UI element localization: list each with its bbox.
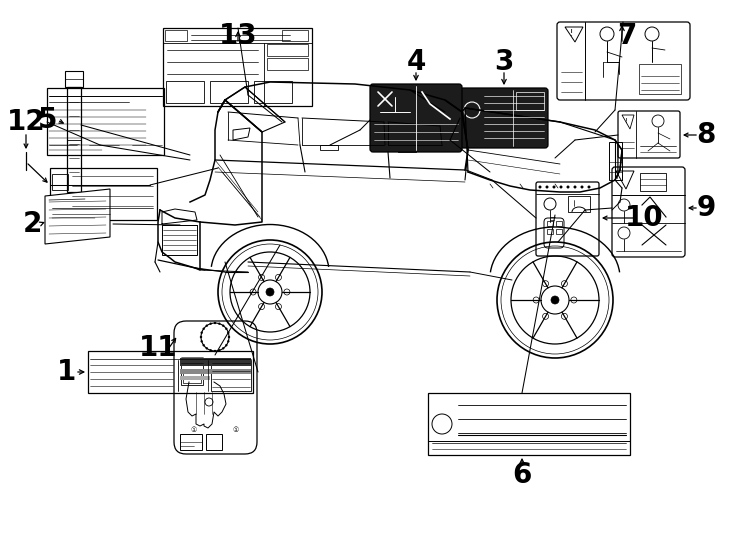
Circle shape <box>218 349 220 352</box>
Bar <box>180 376 210 380</box>
Bar <box>47 88 164 155</box>
Text: 8: 8 <box>697 121 716 149</box>
Text: ①: ① <box>233 427 239 433</box>
Circle shape <box>258 303 264 309</box>
Text: 9: 9 <box>697 194 716 222</box>
Circle shape <box>562 281 567 287</box>
Circle shape <box>587 186 590 188</box>
Bar <box>183 369 201 383</box>
Polygon shape <box>45 189 110 244</box>
Bar <box>428 393 630 455</box>
Bar <box>50 168 157 220</box>
Text: 1: 1 <box>57 358 76 386</box>
Text: 4: 4 <box>407 48 426 76</box>
Bar <box>547 221 553 226</box>
Circle shape <box>218 322 220 325</box>
Bar <box>162 225 197 255</box>
Bar <box>206 434 222 450</box>
Bar <box>67 87 81 192</box>
Bar <box>180 434 202 450</box>
Text: 5: 5 <box>38 106 58 134</box>
Bar <box>609 142 622 180</box>
Bar <box>556 229 562 234</box>
Bar <box>165 30 187 41</box>
Bar <box>180 369 251 374</box>
Bar <box>166 81 204 103</box>
Circle shape <box>214 350 217 352</box>
Bar <box>640 173 666 191</box>
Bar <box>639 64 681 94</box>
Circle shape <box>545 186 548 188</box>
Circle shape <box>206 325 208 327</box>
Text: ①: ① <box>191 427 197 433</box>
FancyBboxPatch shape <box>460 88 548 148</box>
Bar <box>398 147 416 152</box>
Circle shape <box>200 332 203 334</box>
Circle shape <box>222 325 225 327</box>
Circle shape <box>228 336 230 338</box>
Circle shape <box>222 347 225 349</box>
Circle shape <box>258 274 264 280</box>
Circle shape <box>284 289 290 295</box>
Text: !: ! <box>620 176 623 182</box>
Text: 11: 11 <box>139 334 177 362</box>
Text: 7: 7 <box>617 22 636 50</box>
Bar <box>52 174 68 190</box>
Circle shape <box>542 281 548 287</box>
Text: 12: 12 <box>7 108 46 136</box>
Bar <box>320 145 338 150</box>
Circle shape <box>203 344 205 347</box>
Bar <box>267 44 308 56</box>
Circle shape <box>581 186 584 188</box>
Bar <box>88 351 253 393</box>
Circle shape <box>266 288 274 296</box>
Circle shape <box>562 313 567 319</box>
Bar <box>181 365 203 385</box>
Text: !: ! <box>570 30 573 38</box>
Bar <box>516 92 544 110</box>
Circle shape <box>200 340 203 342</box>
Bar <box>210 81 248 103</box>
Bar <box>211 360 251 391</box>
Text: 2: 2 <box>22 210 42 238</box>
Circle shape <box>553 186 556 188</box>
Text: !: ! <box>625 118 628 124</box>
Polygon shape <box>233 128 250 140</box>
Bar <box>65 71 83 87</box>
Circle shape <box>203 328 205 330</box>
Circle shape <box>209 322 212 325</box>
Circle shape <box>571 297 577 303</box>
Circle shape <box>225 328 228 330</box>
Circle shape <box>542 313 548 319</box>
Text: 10: 10 <box>625 204 664 232</box>
Bar <box>556 221 562 226</box>
Circle shape <box>214 322 217 324</box>
Circle shape <box>250 289 256 295</box>
Bar <box>568 196 590 212</box>
Circle shape <box>573 186 576 188</box>
Bar <box>163 28 312 106</box>
Circle shape <box>227 340 230 342</box>
Circle shape <box>275 274 281 280</box>
Circle shape <box>551 296 559 304</box>
Circle shape <box>227 332 230 334</box>
Circle shape <box>225 344 228 347</box>
Circle shape <box>206 347 208 349</box>
Circle shape <box>200 336 202 338</box>
Bar <box>282 30 308 41</box>
Text: 6: 6 <box>512 461 531 489</box>
Bar <box>180 358 251 366</box>
Circle shape <box>533 297 539 303</box>
Bar <box>547 229 553 234</box>
Circle shape <box>209 349 212 352</box>
Circle shape <box>567 186 570 188</box>
Circle shape <box>539 186 542 188</box>
Bar <box>254 81 292 103</box>
Text: 13: 13 <box>219 22 258 50</box>
Text: 3: 3 <box>494 48 514 76</box>
Circle shape <box>559 186 562 188</box>
Bar <box>267 58 308 70</box>
Circle shape <box>275 303 281 309</box>
FancyBboxPatch shape <box>370 84 462 152</box>
